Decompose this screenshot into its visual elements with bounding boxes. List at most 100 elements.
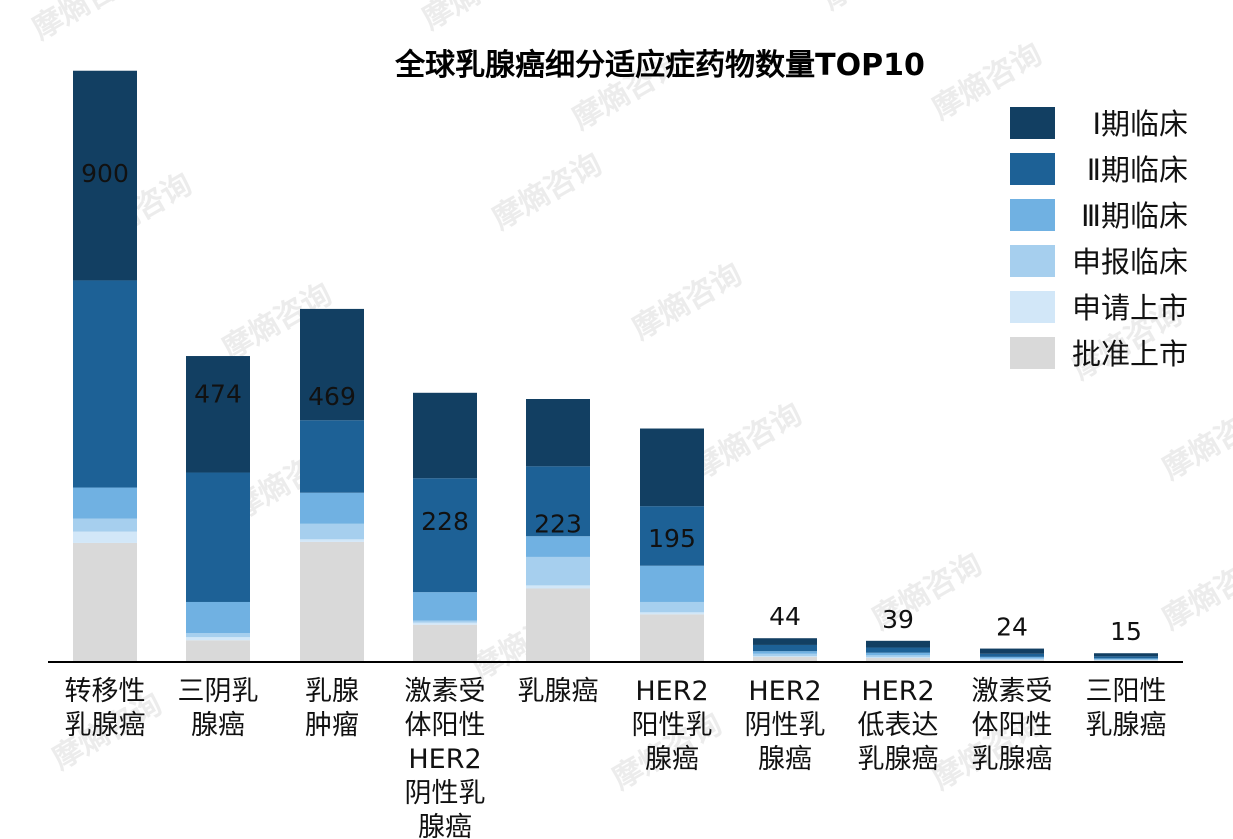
- bar-segment: [413, 478, 477, 593]
- bar-segment: [526, 588, 590, 661]
- bar-segment: [980, 658, 1044, 660]
- category-label: 肿瘤: [305, 710, 359, 741]
- bar-segment: [73, 542, 137, 661]
- legend-swatch: [1010, 291, 1055, 323]
- total-label: 474: [194, 380, 242, 409]
- bar-segment: [980, 659, 1044, 661]
- total-label: 223: [534, 510, 582, 539]
- bar-segment: [526, 466, 590, 537]
- bar-segment: [186, 601, 250, 634]
- legend-label: 申请上市: [1072, 291, 1188, 325]
- total-label: 39: [882, 605, 914, 634]
- legend-swatch: [1010, 245, 1055, 277]
- legend-label: Ⅰ期临床: [1092, 107, 1188, 141]
- category-label: 三阴乳: [178, 676, 259, 707]
- bar-segment: [753, 644, 817, 652]
- bar-segment: [413, 622, 477, 625]
- legend-label: 批准上市: [1072, 337, 1188, 371]
- bar-segment: [186, 637, 250, 641]
- chart-title: 全球乳腺癌细分适应症药物数量TOP10: [394, 48, 925, 83]
- bars: [73, 70, 1158, 661]
- category-label: 乳腺癌: [518, 676, 599, 707]
- bar-segment: [413, 620, 477, 623]
- category-label: 乳腺癌: [65, 710, 146, 741]
- bar-segment: [73, 70, 137, 281]
- bar-segment: [640, 428, 704, 507]
- bar-segment: [753, 638, 817, 645]
- bar-segment: [300, 523, 364, 540]
- category-label: 体阳性: [405, 710, 486, 741]
- bar-segment: [1094, 656, 1158, 659]
- bar-segment: [526, 536, 590, 557]
- watermark-text: 摩熵咨询: [27, 0, 148, 47]
- bar-segment: [980, 656, 1044, 659]
- bar-segment: [866, 657, 930, 658]
- bar-segment: [640, 565, 704, 602]
- total-label: 15: [1110, 617, 1142, 646]
- category-label: 乳腺癌: [972, 744, 1053, 775]
- watermark-text: 摩熵咨询: [1157, 547, 1233, 637]
- legend-swatch: [1010, 153, 1055, 185]
- bar-segment: [866, 640, 930, 648]
- category-label: 激素受: [405, 676, 486, 707]
- bar-segment: [73, 487, 137, 519]
- bar-segment: [753, 656, 817, 661]
- bar-segment: [640, 612, 704, 615]
- watermark-text: 摩熵咨询: [417, 0, 538, 37]
- bar-segment: [186, 640, 250, 661]
- category-label: 腺癌: [191, 710, 245, 741]
- bar-segment: [753, 651, 817, 654]
- category-label: 乳腺: [305, 676, 359, 707]
- category-label: 乳腺癌: [1086, 710, 1167, 741]
- bar-segment: [980, 648, 1044, 654]
- watermark-text: 摩熵咨询: [687, 397, 808, 487]
- bar-segment: [640, 601, 704, 613]
- total-label: 44: [769, 602, 801, 631]
- total-label: 24: [996, 613, 1028, 642]
- category-label: 乳腺癌: [858, 744, 939, 775]
- legend-swatch: [1010, 337, 1055, 369]
- bar-segment: [866, 647, 930, 653]
- category-label: 转移性: [65, 676, 146, 707]
- bar-segment: [980, 653, 1044, 657]
- bar-segment: [300, 308, 364, 421]
- category-label: HER2: [861, 676, 934, 707]
- bar-segment: [1094, 658, 1158, 660]
- bar-segment: [526, 556, 590, 586]
- bar-segment: [73, 280, 137, 488]
- bar-segment: [73, 531, 137, 543]
- legend-swatch: [1010, 107, 1055, 139]
- category-label: HER2: [748, 676, 821, 707]
- legend-label: Ⅱ期临床: [1087, 153, 1188, 187]
- bar-segment: [753, 656, 817, 657]
- bar-segment: [300, 492, 364, 524]
- bar-segment: [186, 472, 250, 602]
- total-label: 228: [421, 507, 469, 536]
- bar-segment: [866, 652, 930, 656]
- bar-segment: [980, 659, 1044, 660]
- category-label: 体阳性: [972, 710, 1053, 741]
- category-label: HER2: [408, 744, 481, 775]
- bar-segment: [640, 506, 704, 566]
- bar-segment: [413, 624, 477, 661]
- bar-segment: [1094, 659, 1158, 661]
- bar-segment: [1094, 660, 1158, 661]
- bar-segment: [186, 633, 250, 638]
- bar-segment: [753, 653, 817, 657]
- category-label: 低表达: [858, 710, 939, 741]
- watermark-text: 摩熵咨询: [817, 0, 938, 17]
- watermark-text: 摩熵咨询: [487, 147, 608, 237]
- category-label: 阴性乳: [405, 778, 486, 809]
- watermark-text: 摩熵咨询: [627, 257, 748, 347]
- bar-segment: [73, 518, 137, 532]
- category-label: 三阳性: [1086, 676, 1167, 707]
- total-label: 195: [648, 524, 696, 553]
- bar-segment: [413, 592, 477, 621]
- category-label: 腺癌: [418, 812, 472, 839]
- legend-label: 申报临床: [1072, 245, 1188, 279]
- category-label: 腺癌: [758, 744, 812, 775]
- category-label: 激素受: [972, 676, 1053, 707]
